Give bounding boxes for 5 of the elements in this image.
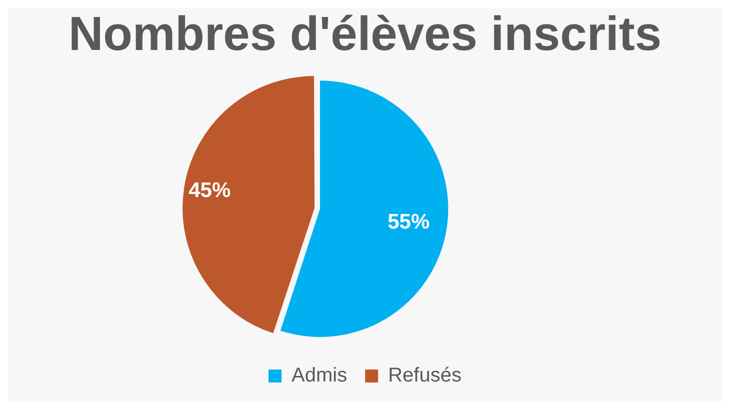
legend-label: Admis [292, 364, 348, 387]
data-label: 45% [188, 179, 231, 202]
legend-label: Refusés [388, 364, 462, 387]
data-label: 55% [388, 210, 430, 234]
chart-title: Nombres d'élèves inscrits [68, 8, 662, 62]
